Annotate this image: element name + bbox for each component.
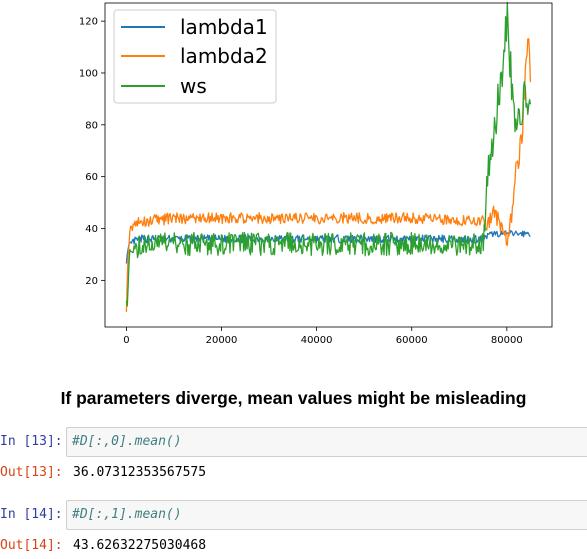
x-tick-label: 20000: [206, 335, 238, 346]
x-tick-label: 40000: [301, 335, 333, 346]
y-tick-label: 120: [79, 17, 98, 28]
out-prompt-13: Out[13]:: [0, 465, 63, 480]
y-tick-label: 80: [85, 120, 98, 131]
code-cell-14-input[interactable]: #D[:,1].mean(): [66, 500, 587, 530]
series-line-ws: [125, 1, 532, 307]
legend-label-lambda1: lambda1: [180, 15, 268, 39]
in-prompt-14: In [14]:: [0, 507, 63, 522]
cell-14-output: 43.62632275030468: [73, 538, 207, 553]
legend-label-lambda2: lambda2: [180, 44, 268, 68]
x-tick-label: 60000: [396, 335, 428, 346]
x-tick-label: 80000: [491, 335, 523, 346]
y-tick-label: 40: [85, 224, 98, 235]
out-prompt-14: Out[14]:: [0, 538, 63, 553]
legend: lambda1 lambda2 ws: [113, 9, 277, 104]
series-layer: [125, 1, 532, 312]
y-axis-ticks: 20 40 60 80 100 120: [79, 17, 105, 287]
y-tick-label: 20: [85, 276, 98, 287]
cell-13-output: 36.07312353567575: [73, 465, 207, 480]
legend-label-ws: ws: [180, 74, 207, 98]
markdown-heading: If parameters diverge, mean values might…: [60, 388, 527, 408]
y-tick-label: 60: [85, 172, 98, 183]
plot-frame: [104, 2, 553, 328]
x-axis-ticks: 0 20000 40000 60000 80000: [123, 327, 523, 346]
legend-box: [113, 9, 277, 104]
y-tick-label: 100: [79, 68, 98, 79]
line-chart: 0 20000 40000 60000 80000 20 40 60 80 100 120 lam…: [79, 1, 553, 346]
x-tick-label: 0: [123, 335, 129, 346]
code-cell-13-input[interactable]: #D[:,0].mean(): [66, 427, 587, 457]
in-prompt-13: In [13]:: [0, 434, 63, 449]
series-line-lambda2: [125, 38, 532, 312]
